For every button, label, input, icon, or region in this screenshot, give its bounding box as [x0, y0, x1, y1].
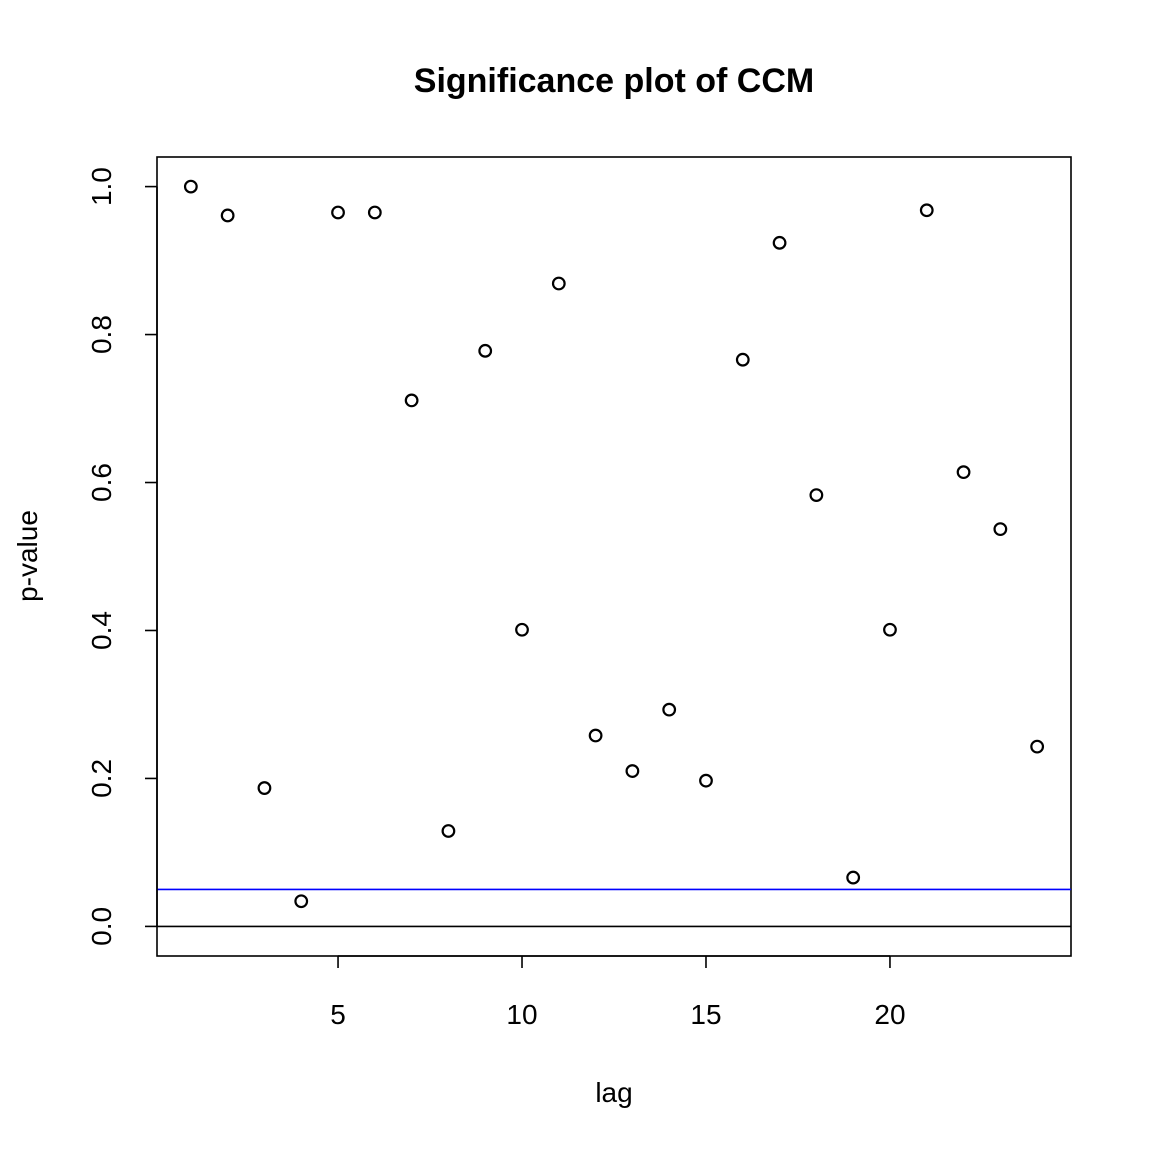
point-lag-13	[625, 764, 640, 778]
x-tick-label: 15	[690, 999, 721, 1030]
y-axis-label: p-value	[12, 510, 43, 602]
point-lag-4	[294, 894, 309, 909]
point-lag-6	[367, 205, 382, 220]
plot-frame	[156, 156, 1072, 957]
x-tick-label: 10	[506, 999, 537, 1030]
point-lag-22	[956, 465, 971, 480]
point-lag-24	[1030, 739, 1045, 754]
point-lag-12	[588, 728, 603, 743]
y-tick-label: 0.2	[86, 759, 117, 798]
point-lag-9	[478, 343, 493, 358]
chart-title: Significance plot of CCM	[414, 62, 814, 100]
y-tick-label: 0.0	[86, 907, 117, 946]
y-axis: 0.0 0.2 0.4 0.6 0.8 1.0	[86, 167, 158, 946]
x-tick-label: 5	[330, 999, 346, 1030]
point-lag-21	[919, 203, 934, 218]
point-lag-10	[515, 622, 529, 637]
point-lag-16	[735, 352, 750, 367]
point-lag-15	[699, 773, 713, 788]
point-lag-17	[772, 235, 787, 250]
x-axis-label: lag	[595, 1077, 632, 1108]
x-tick-label: 20	[874, 999, 905, 1030]
point-lag-20	[883, 622, 897, 637]
point-lag-1	[183, 179, 198, 194]
point-lag-18	[809, 488, 824, 502]
reference-lines	[157, 888, 1071, 928]
point-lag-19	[846, 870, 861, 885]
point-lag-5	[331, 205, 345, 220]
point-lag-11	[551, 276, 566, 291]
y-tick-label: 0.4	[86, 611, 117, 650]
point-lag-23	[993, 522, 1008, 537]
data-points	[183, 179, 1045, 909]
y-tick-label: 0.8	[86, 315, 117, 354]
y-tick-label: 0.6	[86, 463, 117, 502]
x-axis: 5 10 15 20	[330, 955, 906, 1030]
point-lag-7	[404, 393, 419, 408]
point-lag-8	[441, 824, 456, 838]
y-tick-label: 1.0	[86, 167, 117, 206]
point-lag-3	[257, 781, 272, 795]
point-lag-14	[662, 702, 677, 717]
point-lag-2	[220, 208, 235, 223]
